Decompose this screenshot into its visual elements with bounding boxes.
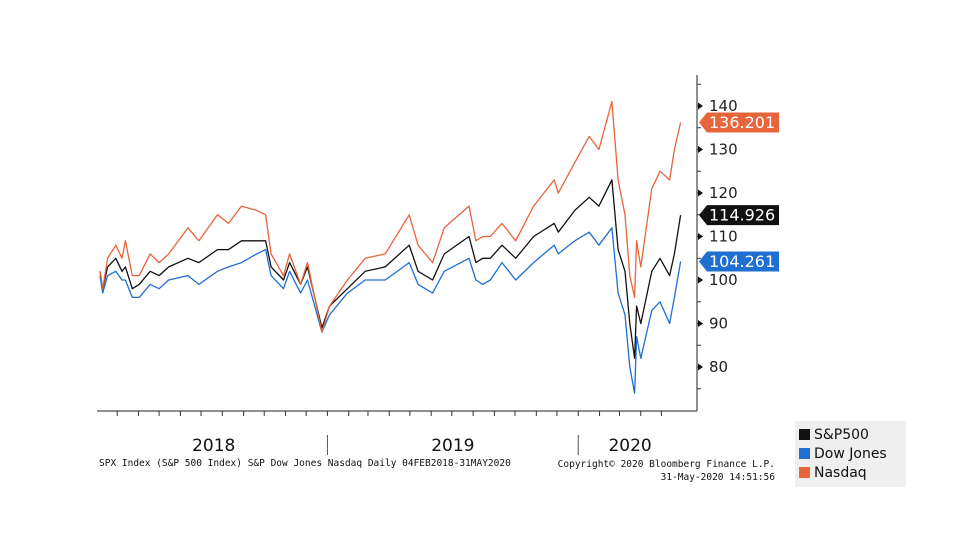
series-line-s-p500: [99, 179, 682, 359]
legend-label-dow-jones: Dow Jones: [814, 445, 887, 462]
y-tick-label: 140: [709, 97, 738, 115]
y-major-tick: [698, 102, 703, 110]
last-value-label: 136.201: [709, 113, 775, 132]
last-value-tag: [699, 251, 779, 272]
series-layer: [99, 100, 682, 394]
y-major-tick: [698, 276, 703, 284]
footer-source-text: SPX Index (S&P 500 Index) S&P Dow Jones …: [99, 458, 511, 469]
x-axis: 2018 2019 2020: [97, 410, 697, 456]
y-major-tick: [698, 233, 703, 240]
legend-swatch-nasdaq: [799, 467, 810, 478]
timestamp-line: 31-May-2020 14:51:56: [660, 472, 775, 483]
legend-item-dow-jones: Dow Jones: [799, 444, 906, 463]
y-tick-label: 110: [709, 228, 738, 246]
y-axis: 80 90 100 110 120 130 140: [696, 75, 738, 411]
y-tick-label: 100: [709, 271, 738, 289]
y-major-tick: [698, 189, 703, 197]
legend-swatch-sp500: [799, 429, 810, 440]
series-line-dow-jones: [99, 227, 682, 394]
y-tick-label: 80: [709, 358, 728, 376]
legend-item-nasdaq: Nasdaq: [799, 463, 906, 482]
y-tick-label: 130: [709, 141, 738, 159]
last-value-tag: [699, 205, 779, 226]
legend-swatch-dow-jones: [799, 448, 810, 459]
footer-copyright: Copyright© 2020 Bloomberg Finance L.P. 3…: [558, 458, 775, 484]
y-tick-label: 90: [709, 315, 728, 333]
year-label-2019: 2019: [431, 436, 474, 456]
series-line-nasdaq: [99, 100, 682, 333]
y-major-tick: [698, 320, 703, 327]
year-label-2018: 2018: [192, 436, 235, 456]
last-value-label: 114.926: [709, 206, 775, 225]
legend-label-nasdaq: Nasdaq: [814, 464, 867, 481]
legend-label-sp500: S&P500: [814, 426, 869, 443]
legend-item-sp500: S&P500: [799, 425, 906, 444]
copyright-line: Copyright© 2020 Bloomberg Finance L.P.: [557, 459, 775, 470]
y-tick-label: 120: [709, 184, 738, 202]
year-label-2020: 2020: [608, 436, 651, 456]
last-value-tag: [699, 112, 779, 133]
last-value-label: 104.261: [709, 252, 775, 271]
y-major-tick: [698, 363, 703, 371]
value-tags: 114.926 104.261 136.201: [699, 112, 779, 272]
legend: S&P500 Dow Jones Nasdaq: [795, 421, 906, 487]
y-major-tick: [698, 146, 703, 153]
